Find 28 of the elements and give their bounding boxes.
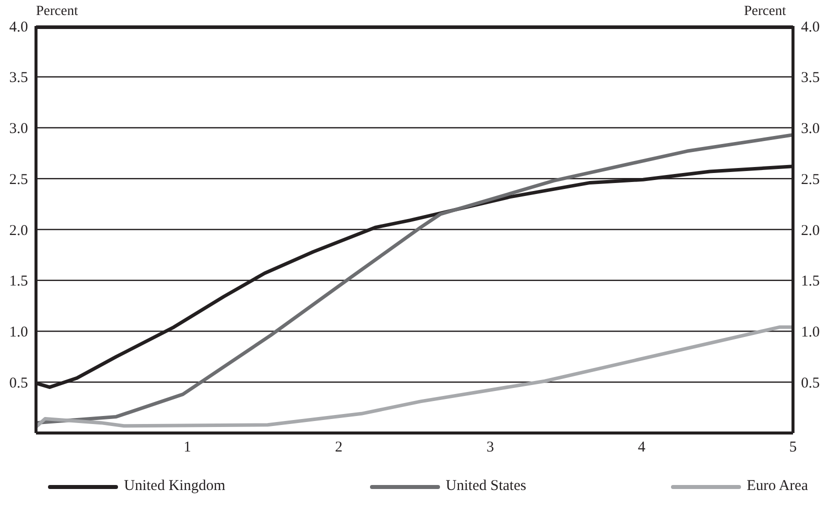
y2-tick-label: 1.5 — [801, 274, 820, 290]
legend-label: Euro Area — [746, 478, 808, 495]
x-tick-label: 2 — [335, 440, 343, 456]
x-tick-label: 4 — [638, 440, 646, 456]
y-tick-label: 3.5 — [9, 70, 28, 86]
legend-label: United States — [446, 478, 526, 495]
y2-tick-label: 4.0 — [801, 19, 820, 36]
y-tick-label: 1.5 — [9, 274, 28, 290]
y2-axis-title: Percent — [744, 4, 786, 20]
y-tick-label: 1.0 — [9, 324, 28, 341]
line-series — [36, 133, 793, 425]
legend-label: United Kingdom — [124, 478, 226, 495]
x-tick-label: 1 — [184, 440, 192, 456]
y-tick-label: 4.0 — [9, 19, 28, 36]
y2-tick-label: 3.0 — [801, 121, 820, 138]
x-tick-label: 3 — [486, 440, 494, 456]
y2-tick-label: 3.5 — [801, 70, 820, 86]
y-axis-title: Percent — [36, 4, 78, 20]
y-tick-label: 2.0 — [9, 222, 28, 239]
y2-tick-label: 1.0 — [801, 324, 820, 341]
y2-tick-label: 0.5 — [801, 375, 820, 392]
line-series — [36, 325, 793, 429]
x-tick-label: 5 — [789, 440, 797, 456]
y-tick-label: 3.0 — [9, 121, 28, 138]
y2-tick-label: 2.5 — [801, 172, 820, 188]
y2-tick-label: 2.0 — [801, 222, 820, 239]
y-tick-label: 0.5 — [9, 375, 28, 392]
y-tick-label: 2.5 — [9, 172, 28, 188]
